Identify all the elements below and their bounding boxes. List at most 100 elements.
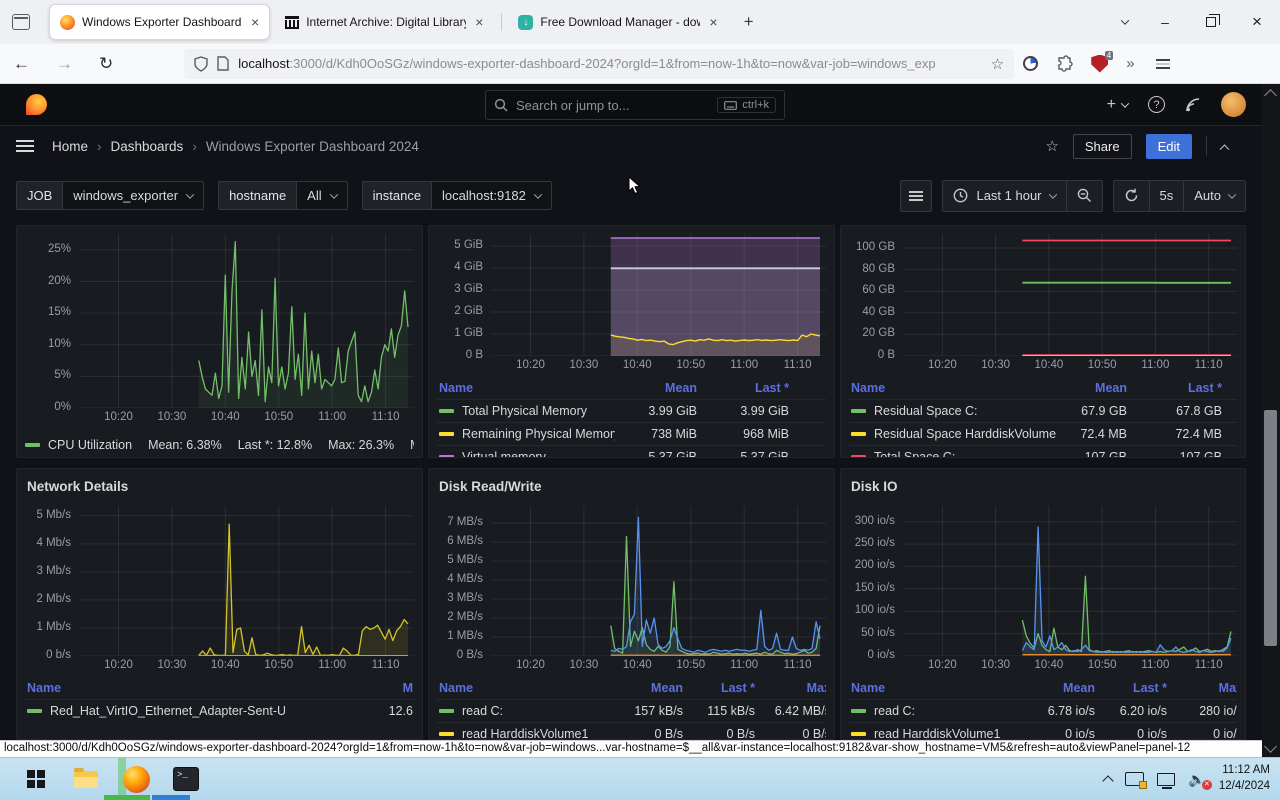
instance-select[interactable]: localhost:9182	[432, 181, 552, 210]
restore-button[interactable]	[1188, 0, 1234, 44]
bookmark-star-icon[interactable]: ☆	[990, 55, 1005, 73]
grafana-logo-icon[interactable]	[26, 94, 47, 115]
tab-internet-archive[interactable]: Internet Archive: Digital Library ×	[275, 5, 493, 39]
chart-canvas[interactable]	[849, 506, 1237, 657]
overflow-menu-icon[interactable]: »	[1126, 55, 1135, 72]
tab-free-download-manager[interactable]: ↓ Free Download Manager - dow ×	[508, 5, 727, 39]
legend-header-name[interactable]: Name	[851, 680, 886, 695]
legend-row[interactable]: Total Space C: 107 GB 107 GB	[849, 445, 1237, 457]
legend-header-name[interactable]: Name	[439, 680, 474, 695]
legend-header-col[interactable]: Last *	[1187, 380, 1222, 395]
panel-cpu-utilization[interactable]: 0% 5% 10% 15% 20% 25% 10:20 10:30 10:40 10:50 11:0…	[16, 225, 423, 458]
panel-network-details[interactable]: Network Details 0 b/s 1 Mb/s 2 Mb/s 3 Mb/s 4…	[16, 468, 423, 740]
file-explorer-button[interactable]	[72, 765, 100, 793]
disk-space-chart[interactable]: 0 B 20 GB 40 GB 60 GB 80 GB 100 GB 10:20 10:30 1…	[849, 234, 1237, 374]
start-button[interactable]	[22, 765, 50, 793]
scroll-up-arrow[interactable]	[1264, 89, 1277, 102]
app-menu-icon[interactable]	[1144, 58, 1182, 69]
panel-list-button[interactable]	[900, 179, 933, 212]
legend-row[interactable]: Residual Space C: 67.9 GB 67.8 GB	[849, 399, 1237, 422]
user-avatar[interactable]	[1221, 92, 1246, 117]
legend-row[interactable]: Remaining Physical Memory 738 MiB 968 MiB1…	[437, 422, 826, 445]
legend-header-col[interactable]: Max	[1218, 680, 1237, 695]
help-icon[interactable]: ?	[1148, 96, 1165, 113]
minimize-button[interactable]: –	[1161, 14, 1169, 30]
url-bar[interactable]: localhost:3000/d/Kdh0OoSGz/windows-expor…	[184, 48, 1015, 79]
legend-header-name[interactable]: Name	[439, 380, 474, 395]
legend-row[interactable]: read HarddiskVolume1 0 io/s 0 io/s 0 io/s	[849, 722, 1237, 739]
search-box[interactable]: Search or jump to... ctrl+k	[485, 90, 785, 120]
tab-grafana-dashboard[interactable]: Windows Exporter Dashboard 2 ×	[48, 4, 271, 40]
hostname-select[interactable]: All	[297, 181, 348, 210]
legend-row[interactable]: read C: 157 kB/s 115 kB/s 6.42 MB/s	[437, 699, 826, 722]
favorite-star-icon[interactable]: ☆	[1045, 138, 1059, 155]
terminal-button[interactable]: >_	[172, 765, 200, 793]
volume-muted-icon[interactable]: 🔈 ✕	[1188, 771, 1212, 790]
chart-canvas[interactable]	[437, 506, 826, 657]
mega-menu-icon[interactable]	[16, 140, 34, 152]
page-info-icon[interactable]	[217, 56, 229, 71]
list-all-tabs-icon[interactable]	[1108, 16, 1142, 28]
legend-header-col[interactable]: Mean	[1063, 680, 1095, 695]
ublock-shield-icon[interactable]: 4	[1091, 50, 1114, 73]
time-range-button[interactable]: Last 1 hour	[943, 181, 1065, 211]
legend-header-col[interactable]: Max	[806, 680, 826, 695]
network-display-icon[interactable]	[1157, 772, 1176, 789]
url-text[interactable]: localhost:3000/d/Kdh0OoSGz/windows-expor…	[238, 56, 936, 71]
legend-row[interactable]: read C: 6.78 io/s 6.20 io/s 280 io/s	[849, 699, 1237, 722]
panel-title[interactable]: Disk IO	[851, 479, 898, 494]
remote-session-icon[interactable]	[1125, 772, 1148, 789]
variable-job[interactable]: JOB windows_exporter	[16, 181, 205, 210]
variable-hostname[interactable]: hostname All	[218, 181, 348, 210]
share-button[interactable]: Share	[1072, 133, 1132, 159]
disk-rw-chart[interactable]: 0 B/s 1 MB/s 2 MB/s 3 MB/s 4 MB/s 5 MB/s 6 MB/…	[437, 506, 826, 674]
news-rss-icon[interactable]	[1185, 97, 1201, 113]
firefox-button[interactable]	[122, 765, 150, 793]
scrollbar-thumb[interactable]	[1264, 410, 1277, 646]
legend-row[interactable]: read HarddiskVolume1 0 B/s 0 B/s 0 B/s	[437, 722, 826, 739]
variable-instance[interactable]: instance localhost:9182	[361, 181, 552, 210]
back-icon[interactable]: ←	[13, 53, 30, 73]
shield-icon[interactable]	[194, 55, 208, 72]
legend-header-col[interactable]: M	[789, 381, 826, 395]
chart-canvas[interactable]	[25, 506, 414, 657]
legend-header-name[interactable]: Name	[27, 680, 62, 695]
panel-disk-read-write[interactable]: Disk Read/Write 0 B/s 1 MB/s 2 MB/s 3 MB/s 4…	[428, 468, 835, 740]
refresh-mode-select[interactable]: Auto	[1183, 180, 1245, 211]
panel-disk-io[interactable]: Disk IO 0 io/s 50 io/s 100 io/s 150 io/s 200…	[840, 468, 1246, 740]
legend-header-col[interactable]: Last *	[754, 380, 789, 395]
chart-canvas[interactable]	[849, 234, 1237, 357]
legend-row[interactable]: Red_Hat_VirtIO_Ethernet_Adapter-Sent-Upl…	[25, 699, 414, 722]
network-chart[interactable]: 0 b/s 1 Mb/s 2 Mb/s 3 Mb/s 4 Mb/s 5 Mb/s 10:20…	[25, 506, 414, 674]
taskbar-clock[interactable]: 11:12 AM 12/4/2024	[1219, 763, 1270, 794]
close-window-button[interactable]: ×	[1252, 12, 1262, 31]
legend-header-col[interactable]: Mean	[651, 680, 683, 695]
forward-icon[interactable]: →	[56, 53, 73, 73]
hidden-icons-chevron[interactable]	[1102, 775, 1115, 787]
firefox-view-icon[interactable]	[12, 14, 30, 30]
legend-header-col[interactable]: Mean	[665, 380, 697, 395]
close-tab-icon[interactable]: ×	[709, 14, 718, 30]
panel-disk-space[interactable]: 0 B 20 GB 40 GB 60 GB 80 GB 100 GB 10:20 10:30 1…	[840, 225, 1246, 458]
edit-button[interactable]: Edit	[1145, 133, 1192, 159]
collapse-chevron-icon[interactable]	[1219, 143, 1230, 154]
legend-header-name[interactable]: Name	[851, 380, 886, 395]
legend-row[interactable]: Residual Space HarddiskVolume1 72.4 MB 72.…	[849, 422, 1237, 445]
refresh-interval-label[interactable]: 5s	[1148, 180, 1184, 211]
new-tab-button[interactable]: +	[743, 12, 754, 31]
refresh-button[interactable]	[1114, 181, 1149, 211]
chart-canvas[interactable]	[437, 234, 826, 357]
cpu-chart[interactable]: 0% 5% 10% 15% 20% 25% 10:20 10:30 10:40 10:50 11:0…	[25, 234, 414, 426]
close-tab-icon[interactable]: ×	[251, 14, 260, 30]
panel-memory[interactable]: 0 B 1 GiB 2 GiB 3 GiB 4 GiB 5 GiB 10:20 10:30 10…	[428, 225, 835, 458]
job-select[interactable]: windows_exporter	[63, 181, 205, 210]
breadcrumb-dashboards[interactable]: Dashboards	[110, 138, 184, 154]
pie-extension-icon[interactable]	[1023, 56, 1039, 71]
extensions-puzzle-icon[interactable]	[1056, 55, 1073, 72]
legend-header-col[interactable]: Last *	[720, 680, 755, 695]
panel-title[interactable]: Disk Read/Write	[439, 479, 542, 494]
series-name[interactable]: CPU Utilization	[48, 438, 133, 452]
close-tab-icon[interactable]: ×	[475, 14, 484, 30]
